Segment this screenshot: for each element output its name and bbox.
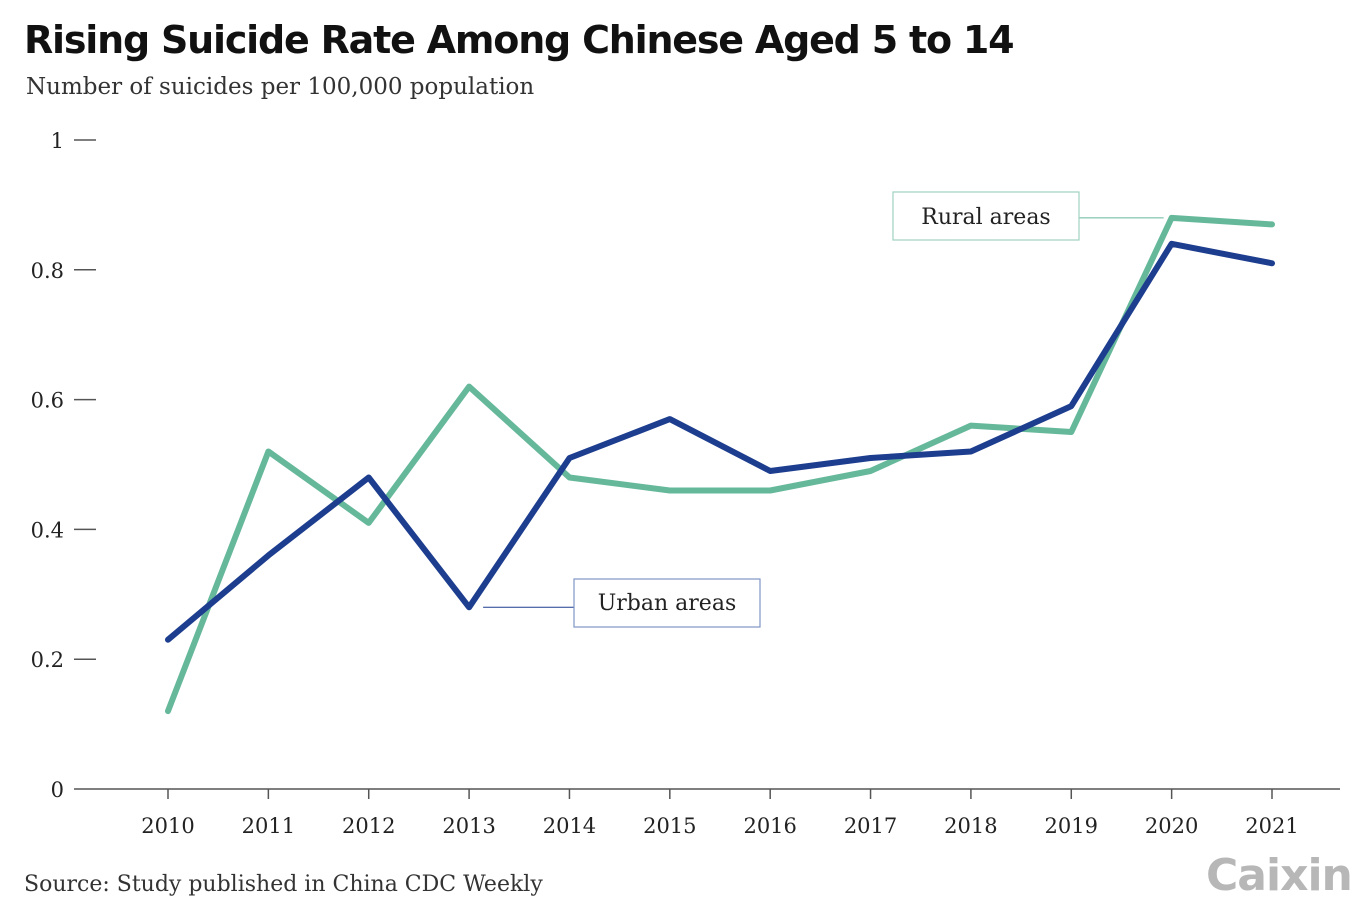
urban-label: Urban areas xyxy=(598,591,736,616)
y-tick-label: 0 xyxy=(51,778,64,802)
source-note: Source: Study published in China CDC Wee… xyxy=(24,872,543,897)
y-tick-label: 0.8 xyxy=(31,259,64,283)
x-tick-label: 2014 xyxy=(543,814,596,838)
caixin-logo: Caixin xyxy=(1206,850,1353,901)
rural-areas-line xyxy=(165,214,1275,715)
urban-label-box xyxy=(573,578,761,628)
y-tick-label: 0.6 xyxy=(31,389,64,413)
x-tick-label: 2019 xyxy=(1045,814,1098,838)
x-tick-label: 2010 xyxy=(141,814,194,838)
x-tick-label: 2012 xyxy=(342,814,395,838)
urban-areas-line xyxy=(165,240,1275,643)
series-annotations: Urban areas Rural areas xyxy=(483,191,1164,628)
x-tick-label: 2011 xyxy=(242,814,295,838)
chart-subtitle: Number of suicides per 100,000 populatio… xyxy=(26,74,535,100)
x-tick-label: 2013 xyxy=(442,814,495,838)
rural-label-box xyxy=(892,191,1080,241)
series-lines xyxy=(165,214,1275,715)
y-tick-label: 1 xyxy=(51,129,64,153)
chart-title: Rising Suicide Rate Among Chinese Aged 5… xyxy=(24,18,1015,62)
y-tick-label: 0.2 xyxy=(31,648,64,672)
x-tick-label: 2018 xyxy=(944,814,997,838)
y-tick-label: 0.4 xyxy=(31,518,64,542)
x-axis: 2010 2011 2012 2013 2014 2015 2016 2017 2018 2019… xyxy=(74,788,1340,838)
rural-label: Rural areas xyxy=(921,205,1050,230)
x-tick-label: 2016 xyxy=(743,814,796,838)
y-axis: 0 0.2 0.4 0.6 0.8 1 xyxy=(31,129,96,802)
x-tick-label: 2017 xyxy=(844,814,897,838)
x-tick-label: 2021 xyxy=(1245,814,1298,838)
x-tick-label: 2015 xyxy=(643,814,696,838)
x-tick-label: 2020 xyxy=(1145,814,1198,838)
